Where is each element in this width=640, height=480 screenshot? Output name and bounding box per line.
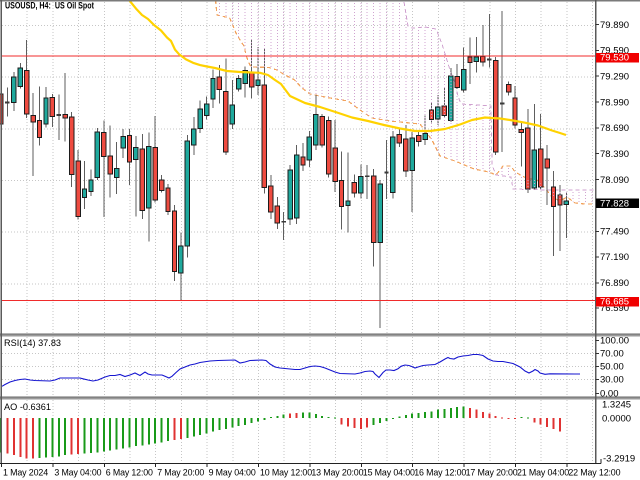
svg-text:77.828: 77.828 [600,198,629,209]
svg-text:6 May 12:00: 6 May 12:00 [106,468,153,478]
svg-text:50.00: 50.00 [600,362,624,373]
svg-text:79.530: 79.530 [600,53,629,64]
svg-text:100.00: 100.00 [600,336,629,347]
svg-text:77.190: 77.190 [600,252,629,263]
svg-text:0.00: 0.00 [600,389,619,400]
svg-text:76.890: 76.890 [600,278,629,289]
svg-text:79.290: 79.290 [600,71,629,82]
svg-text:16 May 12:00: 16 May 12:00 [414,468,466,478]
svg-text:AO -0.6361: AO -0.6361 [4,402,51,412]
svg-text:30.00: 30.00 [600,375,624,386]
svg-text:70.00: 70.00 [600,349,624,360]
svg-text:76.685: 76.685 [600,297,629,308]
svg-text:78.990: 78.990 [600,97,629,108]
svg-text:21 May 04:00: 21 May 04:00 [517,468,569,478]
svg-text:7 May 20:00: 7 May 20:00 [157,468,204,478]
svg-text:3 May 04:00: 3 May 04:00 [54,468,101,478]
svg-text:78.690: 78.690 [600,123,629,134]
svg-text:13 May 20:00: 13 May 20:00 [311,468,363,478]
svg-text:78.090: 78.090 [600,175,629,186]
svg-text:1 May 2024: 1 May 2024 [3,468,48,478]
svg-text:15 May 04:00: 15 May 04:00 [363,468,415,478]
svg-text:79.890: 79.890 [600,20,629,31]
svg-text:0.0000: 0.0000 [602,413,631,424]
svg-text:USOUSD, H4: US Oil Spot: USOUSD, H4: US Oil Spot [5,1,94,11]
svg-text:17 May 20:00: 17 May 20:00 [466,468,518,478]
svg-text:10 May 12:00: 10 May 12:00 [260,468,312,478]
svg-text:78.390: 78.390 [600,149,629,160]
svg-text:RSI(14) 37.83: RSI(14) 37.83 [4,338,61,348]
svg-text:79.590: 79.590 [600,46,629,57]
svg-text:77.490: 77.490 [600,227,629,238]
svg-text:76.590: 76.590 [600,303,629,314]
svg-text:22 May 12:00: 22 May 12:00 [568,468,620,478]
svg-text:-3.2919: -3.2919 [603,454,635,465]
svg-text:1.3245: 1.3245 [602,400,631,411]
svg-text:9 May 04:00: 9 May 04:00 [209,468,256,478]
